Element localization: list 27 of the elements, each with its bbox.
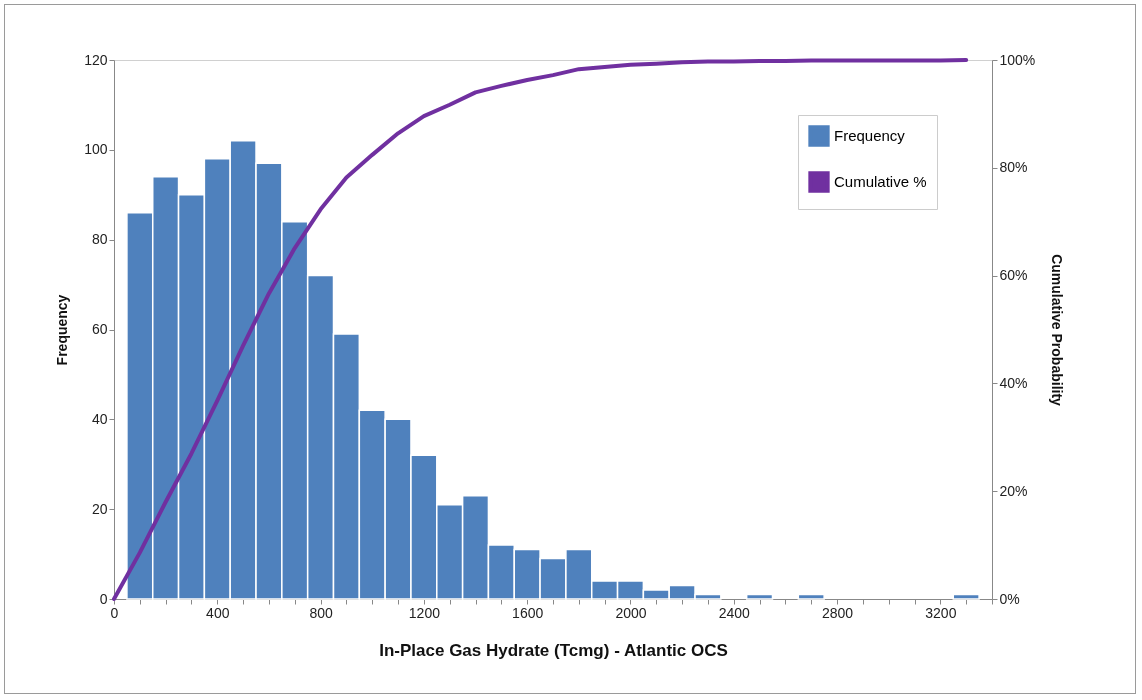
x-tick-label: 400 [206, 604, 230, 621]
x-tick-label: 2400 [718, 604, 751, 621]
x-axis-title: In-Place Gas Hydrate (Tcmg) - Atlantic OCS [379, 640, 728, 660]
x-tick-label: 0 [110, 604, 119, 621]
y-axis-title: Frequency [54, 294, 71, 366]
x-tick-label: 1600 [512, 604, 544, 621]
x-tick-label: 3200 [925, 604, 957, 621]
y-tick-label: 0 [99, 590, 108, 607]
y2-tick-label: 100% [999, 51, 1036, 68]
x-tick-label: 1200 [408, 604, 441, 621]
y-tick-label: 120 [84, 51, 108, 68]
y2-tick-label: 80% [999, 159, 1028, 176]
x-tick-label: 2800 [821, 604, 854, 621]
y2-tick-label: 60% [999, 267, 1028, 284]
y2-tick-label: 20% [999, 482, 1028, 499]
x-tick-label: 800 [309, 604, 333, 621]
y2-tick-label: 0% [999, 590, 1020, 607]
y-tick-label: 100 [84, 141, 108, 158]
y2-axis-title: Cumulative Probability [1049, 254, 1066, 407]
y2-tick-label: 40% [999, 374, 1028, 391]
y-tick-label: 80 [91, 231, 108, 248]
x-tick-label: 2000 [615, 604, 647, 621]
y-tick-label: 40 [91, 410, 108, 427]
y-tick-label: 60 [91, 321, 108, 337]
legend-label: Frequency [834, 127, 906, 144]
legend-label: Cumulative % [834, 173, 927, 190]
y-tick-label: 20 [91, 500, 108, 517]
